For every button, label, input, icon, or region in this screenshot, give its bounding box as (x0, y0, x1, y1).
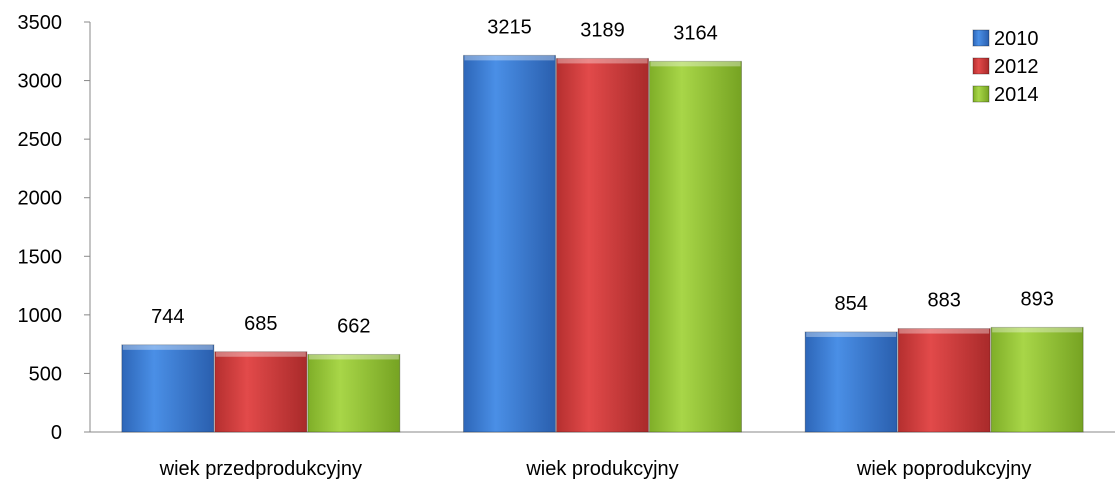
y-tick-label: 1000 (18, 305, 63, 327)
y-tick-label: 2000 (18, 188, 63, 210)
data-label: 662 (337, 315, 370, 337)
y-tick-label: 2500 (18, 129, 63, 151)
bars (121, 54, 1084, 433)
bar-highlight (992, 327, 1083, 333)
bar-highlight (650, 61, 741, 67)
data-label: 3189 (580, 19, 625, 41)
category-label: wiek poprodukcyjny (856, 458, 1032, 480)
bar-2012-2 (897, 328, 991, 433)
data-label: 3215 (487, 16, 532, 38)
bar-highlight (899, 328, 990, 334)
legend-swatch (972, 85, 990, 103)
axes: 0 500 1000 1500 2000 2500 3000 3500 (18, 12, 1115, 444)
bar-2014-0 (307, 353, 401, 433)
data-label: 854 (834, 293, 867, 315)
data-label: 883 (927, 290, 960, 312)
bar-2010-1 (463, 54, 556, 433)
bar-highlight (806, 331, 897, 337)
y-tick-label: 3500 (18, 12, 63, 34)
y-tick-label: 0 (51, 422, 62, 444)
y-tick-label: 1500 (18, 246, 63, 268)
bar-2010-2 (804, 331, 898, 433)
bar-highlight (215, 351, 306, 357)
legend-swatch (972, 29, 990, 47)
legend-swatch (972, 57, 990, 75)
bar-highlight (557, 58, 648, 64)
data-label: 893 (1020, 288, 1053, 310)
bar-2012-0 (214, 351, 308, 433)
category-label: wiek przedprodukcyjny (159, 458, 362, 480)
data-label: 685 (244, 313, 277, 335)
legend-label: 2014 (994, 84, 1039, 106)
bar-highlight (464, 55, 555, 61)
legend: 2010 2012 2014 (972, 28, 1039, 106)
bar-highlight (308, 354, 399, 360)
bar-highlight (122, 344, 213, 350)
bar-2010-0 (121, 344, 215, 433)
data-label: 744 (151, 306, 184, 328)
y-tick-label: 3000 (18, 71, 63, 93)
bar-2014-2 (990, 326, 1084, 433)
legend-label: 2012 (994, 56, 1039, 78)
y-tick-label: 500 (29, 363, 62, 385)
legend-label: 2010 (994, 28, 1039, 50)
category-label: wiek produkcyjny (525, 458, 678, 480)
bar-2012-1 (556, 57, 649, 433)
bar-2014-1 (649, 60, 742, 433)
data-labels: 744 685 662 wiek przedprodukcyjny 3215 3189 31… (151, 16, 1054, 480)
data-label: 3164 (673, 22, 718, 44)
